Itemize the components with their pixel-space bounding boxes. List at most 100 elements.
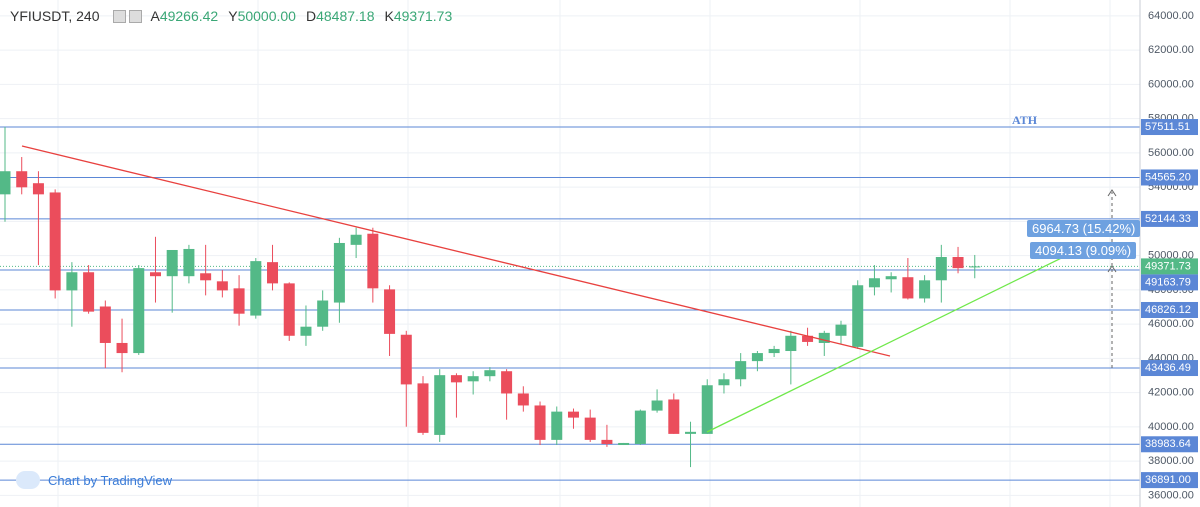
measure-label: 4094.13 (9.09%) xyxy=(1030,242,1137,259)
y-tick-label: 46000.00 xyxy=(1148,318,1194,330)
support-trendline xyxy=(706,243,1091,433)
y-tick-label: 38000.00 xyxy=(1148,455,1194,467)
y-tick-label: 42000.00 xyxy=(1148,387,1194,399)
candle-body xyxy=(969,266,981,268)
candle-body xyxy=(501,371,513,394)
y-tick-label: 62000.00 xyxy=(1148,44,1194,56)
candle-body xyxy=(384,289,396,334)
candle-body xyxy=(233,288,245,314)
price-tag xyxy=(1141,274,1198,291)
resistance-trendline xyxy=(21,145,891,357)
candle-body xyxy=(751,353,763,362)
price-tag xyxy=(1141,301,1198,318)
v-grid xyxy=(57,0,1111,507)
h-grid xyxy=(0,15,1140,496)
y-tick-label: 56000.00 xyxy=(1148,147,1194,159)
candle-body xyxy=(83,272,95,312)
candle-body xyxy=(818,332,830,343)
price-tag-label: 38983.64 xyxy=(1145,438,1191,450)
y-tick-label: 60000.00 xyxy=(1148,78,1194,90)
candle-body xyxy=(618,442,630,446)
ohlc-letter: D xyxy=(305,8,317,24)
price-tag-label: 49163.79 xyxy=(1145,276,1191,288)
candle-body xyxy=(668,399,680,434)
ohlc-letter: A xyxy=(150,8,160,24)
candle-body xyxy=(952,257,964,269)
candle-body xyxy=(601,439,613,444)
candle-body xyxy=(116,342,128,354)
candle-body xyxy=(32,183,44,195)
candle-body xyxy=(49,192,61,291)
candle-body xyxy=(200,273,212,281)
candle-body xyxy=(333,242,345,303)
candle-body xyxy=(651,400,663,411)
candle-body xyxy=(450,375,462,383)
candle-body xyxy=(584,417,596,440)
logo xyxy=(16,471,40,489)
candle-body xyxy=(133,268,145,354)
candle-body xyxy=(166,249,178,277)
watermark: Chart by TradingView xyxy=(16,471,172,489)
candle-body xyxy=(517,393,529,406)
candle-body xyxy=(317,300,329,327)
candle-body xyxy=(852,285,864,347)
price-tag xyxy=(1141,472,1198,489)
candle-body xyxy=(400,334,412,385)
y-tick-label: 40000.00 xyxy=(1148,421,1194,433)
header: YFIUSDT, 240 A 49266.42 Y 50000.00 D 48487.… xyxy=(4,8,462,24)
ohlc-value: 50000.00 xyxy=(237,8,296,24)
watermark-text: Chart by TradingView xyxy=(48,472,173,488)
price-tag xyxy=(1141,436,1198,453)
candle-body xyxy=(685,431,697,434)
candle-body xyxy=(267,262,279,284)
candle-body xyxy=(802,335,814,342)
candle-body xyxy=(835,324,847,336)
axis-labels: 36000.0038000.0040000.0042000.0044000.00… xyxy=(1148,10,1194,501)
price-tag xyxy=(1141,169,1198,186)
price-tag xyxy=(1141,210,1198,227)
candle-body xyxy=(99,306,111,343)
ohlc-letter: Y xyxy=(228,8,238,24)
candle-body xyxy=(634,410,646,444)
price-tag xyxy=(1141,360,1198,377)
price-tag-label: 43436.49 xyxy=(1145,362,1191,374)
price-tag-label: 49371.73 xyxy=(1145,260,1191,272)
candle-body xyxy=(885,276,897,280)
candle-body xyxy=(350,234,362,245)
candle-body xyxy=(300,326,312,336)
candle-body xyxy=(551,411,563,440)
candle-body xyxy=(785,335,797,352)
price-axis xyxy=(1140,0,1200,507)
candle-body xyxy=(417,383,429,433)
candle-body xyxy=(718,379,730,386)
candle-body xyxy=(902,277,914,299)
ohlc-value: 49266.42 xyxy=(159,8,219,24)
candle-body xyxy=(66,272,78,291)
candle-body xyxy=(467,376,479,382)
price-tag-label: 46826.12 xyxy=(1145,304,1191,316)
candle-body xyxy=(701,385,713,434)
icon xyxy=(113,9,127,23)
candle-body xyxy=(283,283,295,336)
measure-label: 6964.73 (15.42%) xyxy=(1027,220,1141,237)
candle-body xyxy=(250,261,262,316)
candle-body xyxy=(868,278,880,288)
candle-body xyxy=(567,411,579,418)
candle-body xyxy=(919,280,931,299)
candle-body xyxy=(935,257,947,281)
candle-body xyxy=(0,171,11,195)
measure-arrows xyxy=(1107,189,1117,273)
symbol: YFIUSDT, 240 xyxy=(10,8,100,24)
price-tag-label: 54565.20 xyxy=(1145,171,1191,183)
price-tag-label: 36891.00 xyxy=(1145,474,1191,486)
candle-body xyxy=(183,248,195,277)
ohlc-letter: K xyxy=(384,8,394,24)
ohlc-value: 48487.18 xyxy=(316,8,375,24)
ath-label: ATH xyxy=(1012,113,1038,127)
price-tag xyxy=(1141,258,1198,275)
candle-body xyxy=(216,281,228,291)
candle-body xyxy=(367,233,379,289)
candle-body xyxy=(735,361,747,380)
